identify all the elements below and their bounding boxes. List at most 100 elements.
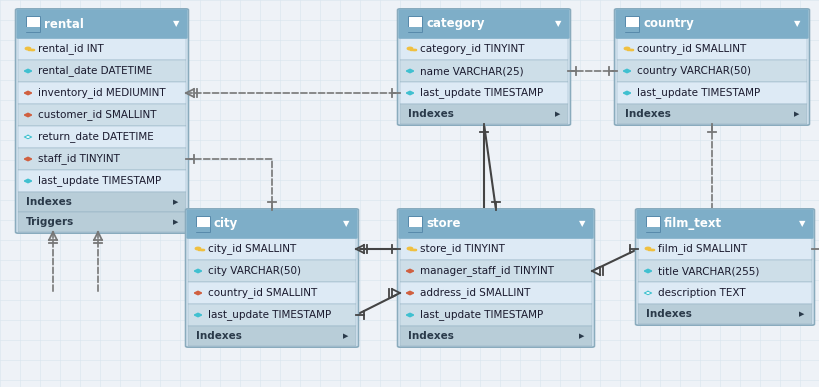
Polygon shape: [406, 69, 414, 73]
FancyBboxPatch shape: [186, 209, 359, 347]
Bar: [188, 224, 356, 238]
Text: last_update TIMESTAMP: last_update TIMESTAMP: [208, 310, 331, 320]
Text: title VARCHAR(255): title VARCHAR(255): [658, 266, 759, 276]
Text: category_id TINYINT: category_id TINYINT: [420, 44, 524, 55]
Bar: [188, 326, 356, 346]
Text: Indexes: Indexes: [26, 197, 72, 207]
Polygon shape: [623, 69, 631, 73]
Bar: [188, 238, 356, 260]
Bar: [18, 24, 186, 38]
Bar: [617, 104, 807, 124]
FancyBboxPatch shape: [187, 209, 358, 239]
Text: Indexes: Indexes: [196, 331, 242, 341]
Text: ▼: ▼: [579, 219, 586, 228]
Text: city: city: [214, 217, 238, 231]
Text: last_update TIMESTAMP: last_update TIMESTAMP: [420, 87, 543, 98]
Text: ▶: ▶: [794, 111, 799, 117]
Bar: [617, 38, 807, 60]
Bar: [414, 249, 415, 250]
Bar: [617, 60, 807, 82]
Text: film_text: film_text: [664, 217, 722, 231]
Bar: [201, 249, 203, 250]
Text: return_date DATETIME: return_date DATETIME: [38, 132, 154, 142]
Text: rental_date DATETIME: rental_date DATETIME: [38, 65, 152, 77]
Bar: [400, 104, 568, 124]
Bar: [18, 192, 186, 212]
Text: ▼: ▼: [342, 219, 349, 228]
Polygon shape: [25, 135, 32, 139]
Text: ▶: ▶: [174, 199, 179, 205]
Bar: [400, 282, 592, 304]
Bar: [18, 60, 186, 82]
Text: ▶: ▶: [799, 311, 805, 317]
Text: ▼: ▼: [173, 19, 179, 29]
Bar: [617, 82, 807, 104]
Bar: [414, 49, 415, 50]
Text: ▶: ▶: [343, 333, 349, 339]
Polygon shape: [25, 157, 32, 161]
Bar: [638, 224, 812, 238]
Polygon shape: [406, 91, 414, 95]
Text: Indexes: Indexes: [625, 109, 671, 119]
Text: last_update TIMESTAMP: last_update TIMESTAMP: [637, 87, 760, 98]
Bar: [638, 238, 812, 260]
Text: film_id SMALLINT: film_id SMALLINT: [658, 243, 747, 255]
Text: rental: rental: [44, 17, 84, 31]
FancyBboxPatch shape: [614, 9, 809, 125]
Bar: [617, 24, 807, 38]
Text: Indexes: Indexes: [408, 331, 454, 341]
Bar: [18, 126, 186, 148]
Text: Triggers: Triggers: [26, 217, 75, 227]
Text: ▶: ▶: [555, 111, 561, 117]
FancyBboxPatch shape: [16, 9, 188, 39]
Circle shape: [407, 47, 413, 50]
Bar: [198, 248, 204, 250]
Bar: [400, 326, 592, 346]
Text: store: store: [426, 217, 460, 231]
Text: customer_id SMALLINT: customer_id SMALLINT: [38, 110, 156, 120]
Bar: [631, 49, 632, 50]
Polygon shape: [645, 269, 652, 273]
Circle shape: [407, 247, 413, 250]
Bar: [410, 48, 416, 50]
Text: country VARCHAR(50): country VARCHAR(50): [637, 66, 751, 76]
Bar: [651, 249, 654, 250]
Text: city VARCHAR(50): city VARCHAR(50): [208, 266, 301, 276]
Text: country_id SMALLINT: country_id SMALLINT: [637, 44, 746, 55]
Polygon shape: [194, 291, 201, 295]
Bar: [625, 16, 639, 32]
Bar: [188, 260, 356, 282]
Polygon shape: [25, 69, 32, 73]
Polygon shape: [25, 91, 32, 95]
Text: last_update TIMESTAMP: last_update TIMESTAMP: [420, 310, 543, 320]
Bar: [400, 24, 568, 38]
Bar: [627, 48, 633, 50]
Polygon shape: [406, 269, 414, 273]
Text: country_id SMALLINT: country_id SMALLINT: [208, 288, 317, 298]
Bar: [18, 170, 186, 192]
Bar: [18, 38, 186, 60]
Bar: [188, 282, 356, 304]
Text: description TEXT: description TEXT: [658, 288, 745, 298]
Bar: [646, 226, 660, 232]
Bar: [400, 260, 592, 282]
Bar: [18, 212, 186, 232]
Text: store_id TINYINT: store_id TINYINT: [420, 243, 505, 255]
Text: name VARCHAR(25): name VARCHAR(25): [420, 66, 523, 76]
Circle shape: [25, 47, 30, 50]
Text: Indexes: Indexes: [646, 309, 692, 319]
Text: rental_id INT: rental_id INT: [38, 44, 104, 55]
Bar: [26, 16, 40, 32]
Bar: [400, 38, 568, 60]
Text: ▶: ▶: [579, 333, 585, 339]
Bar: [400, 238, 592, 260]
Bar: [410, 248, 416, 250]
Bar: [648, 248, 654, 250]
Polygon shape: [623, 91, 631, 95]
Polygon shape: [194, 269, 201, 273]
Circle shape: [624, 47, 630, 50]
Bar: [18, 82, 186, 104]
Bar: [18, 104, 186, 126]
Text: ▼: ▼: [794, 19, 800, 29]
FancyBboxPatch shape: [397, 9, 571, 125]
